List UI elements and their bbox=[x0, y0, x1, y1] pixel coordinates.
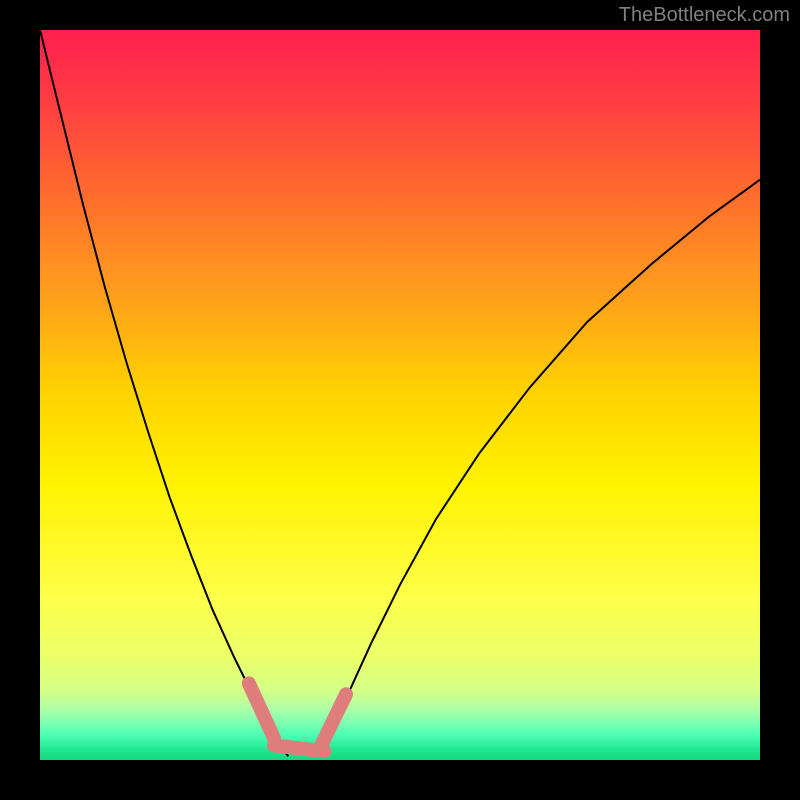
chart-container: TheBottleneck.com bbox=[0, 0, 800, 800]
gradient-background bbox=[40, 30, 760, 760]
watermark-label: TheBottleneck.com bbox=[619, 4, 790, 27]
plot-svg bbox=[40, 30, 760, 760]
plot-area bbox=[40, 30, 760, 760]
